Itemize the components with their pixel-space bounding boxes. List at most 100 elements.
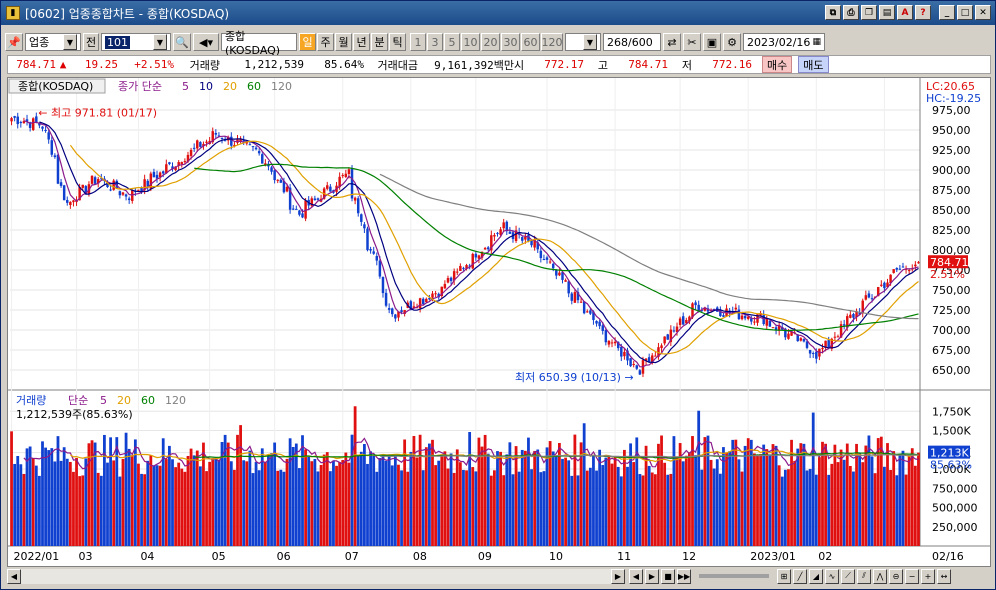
volume-bar	[208, 461, 212, 546]
zoom-out-icon[interactable]: ⊖	[889, 568, 903, 584]
play-back-icon[interactable]: ◀	[629, 568, 643, 584]
candle-body	[521, 237, 524, 241]
volume-bar	[421, 470, 425, 546]
fast-forward-icon[interactable]: ▶▶	[677, 568, 691, 584]
scissors-icon[interactable]: ✂	[683, 33, 701, 51]
channel-tool-icon[interactable]: ⫽	[857, 568, 871, 584]
interval-60[interactable]: 60	[521, 33, 540, 51]
minimize-button[interactable]: _	[939, 5, 955, 20]
period-day[interactable]: 일	[299, 33, 316, 51]
area-tool-icon[interactable]: ◢	[809, 568, 823, 584]
chart-scrollbar[interactable]: ◀ ▶ ◀ ▶ ■ ▶▶ ⊞ ╱ ◢ ∿ ⟋ ⫽ ⋀ ⊖ − + ↔	[7, 567, 991, 585]
volume-bar	[901, 450, 905, 546]
volume-bar	[663, 462, 667, 546]
price-title-box	[8, 78, 106, 94]
date-field[interactable]: 2023/02/16 ▦	[743, 33, 825, 51]
speed-slider[interactable]	[699, 574, 769, 578]
candle-body	[502, 222, 505, 229]
search-icon[interactable]: 🔍	[173, 33, 191, 51]
x-tick-label: 05	[212, 550, 226, 563]
volume-bar	[657, 443, 660, 546]
pin-icon[interactable]: 📌	[5, 33, 23, 51]
close-button[interactable]: ✕	[975, 5, 991, 20]
candle-body	[158, 172, 162, 178]
period-month[interactable]: 월	[335, 33, 352, 51]
candle-body	[180, 162, 184, 165]
volume-bar	[84, 458, 88, 546]
period-week[interactable]: 주	[317, 33, 334, 51]
minus-icon[interactable]: −	[905, 568, 919, 584]
volume-bar	[505, 454, 509, 546]
volume-bar	[205, 471, 208, 546]
quote-high: 784.71	[628, 58, 668, 71]
save-icon[interactable]: ▣	[703, 33, 721, 51]
prev-button[interactable]: 전	[83, 33, 99, 51]
volume-bar	[415, 457, 419, 546]
code-input[interactable]: 101 ▼	[101, 33, 171, 51]
volume-bar	[700, 469, 704, 546]
quote-volume: 1,212,539	[244, 58, 304, 71]
period-year[interactable]: 년	[353, 33, 370, 51]
chart-svg[interactable]: 975,00 950,00 925,00 900,00 875,00 850,00 825,…	[8, 78, 990, 566]
candle-body	[196, 140, 199, 149]
volume-bar	[53, 461, 57, 546]
candle-body	[233, 144, 236, 146]
zoom-tool-icon[interactable]: ⊞	[777, 568, 791, 584]
count-field[interactable]: 268/600	[603, 33, 661, 51]
interval-10[interactable]: 10	[461, 33, 480, 51]
last-price-tag	[928, 255, 968, 269]
play-forward-icon[interactable]: ▶	[645, 568, 659, 584]
ma20-line	[69, 140, 919, 355]
maximize-button[interactable]: □	[957, 5, 973, 20]
scroll-track[interactable]	[21, 568, 611, 584]
volume-bar	[740, 471, 744, 546]
trend-tool-icon[interactable]: ⟋	[841, 568, 855, 584]
candle-body	[474, 253, 478, 258]
interval-20[interactable]: 20	[481, 33, 500, 51]
price-legend-period: 5	[182, 80, 189, 93]
interval-120[interactable]: 120	[541, 33, 563, 51]
link-icon[interactable]: ⧉	[825, 5, 841, 20]
vol-ma20-line	[70, 448, 919, 463]
candle-body	[586, 311, 589, 313]
settings-icon[interactable]: ⚙	[723, 33, 741, 51]
interval-1[interactable]: 1	[410, 33, 426, 51]
plus-icon[interactable]: +	[921, 568, 935, 584]
font-icon[interactable]: A	[897, 5, 913, 20]
volume-bar	[613, 456, 617, 546]
volume-bar	[270, 453, 273, 546]
stop-icon[interactable]: ■	[661, 568, 675, 584]
period-minute[interactable]: 분	[371, 33, 388, 51]
interval-custom-select[interactable]: ▼	[565, 33, 601, 51]
candle-body	[41, 126, 44, 129]
volume-bar	[254, 462, 258, 546]
save-image-icon[interactable]: ▤	[879, 5, 895, 20]
market-type-select[interactable]: 업종 ▼	[25, 33, 81, 51]
interval-3[interactable]: 3	[427, 33, 443, 51]
fan-tool-icon[interactable]: ⋀	[873, 568, 887, 584]
line-tool-icon[interactable]: ╱	[793, 568, 807, 584]
interval-30[interactable]: 30	[501, 33, 520, 51]
volume-bar	[248, 450, 252, 546]
print-icon[interactable]: ⎙	[843, 5, 859, 20]
volume-bar	[561, 458, 564, 546]
candle-body	[186, 154, 190, 162]
scroll-right-icon[interactable]: ▶	[611, 568, 625, 584]
candle-body	[211, 131, 214, 143]
speaker-icon[interactable]: ◀▾	[193, 33, 219, 51]
chart-area[interactable]: 975,00 950,00 925,00 900,00 875,00 850,00 825,…	[7, 77, 991, 567]
interval-5[interactable]: 5	[444, 33, 460, 51]
move-icon[interactable]: ↔	[937, 568, 951, 584]
help-icon[interactable]: ?	[915, 5, 931, 20]
period-tick[interactable]: 틱	[389, 33, 406, 51]
sell-button[interactable]: 매도	[798, 56, 829, 73]
volume-bar	[749, 439, 753, 546]
candle-body	[137, 189, 140, 191]
buy-button[interactable]: 매수	[762, 56, 793, 73]
volume-bar	[363, 444, 366, 546]
candle-body	[654, 355, 657, 357]
copy-icon[interactable]: ❐	[861, 5, 877, 20]
arrows-icon[interactable]: ⇄	[663, 33, 681, 51]
curve-tool-icon[interactable]: ∿	[825, 568, 839, 584]
scroll-left-icon[interactable]: ◀	[7, 568, 21, 584]
